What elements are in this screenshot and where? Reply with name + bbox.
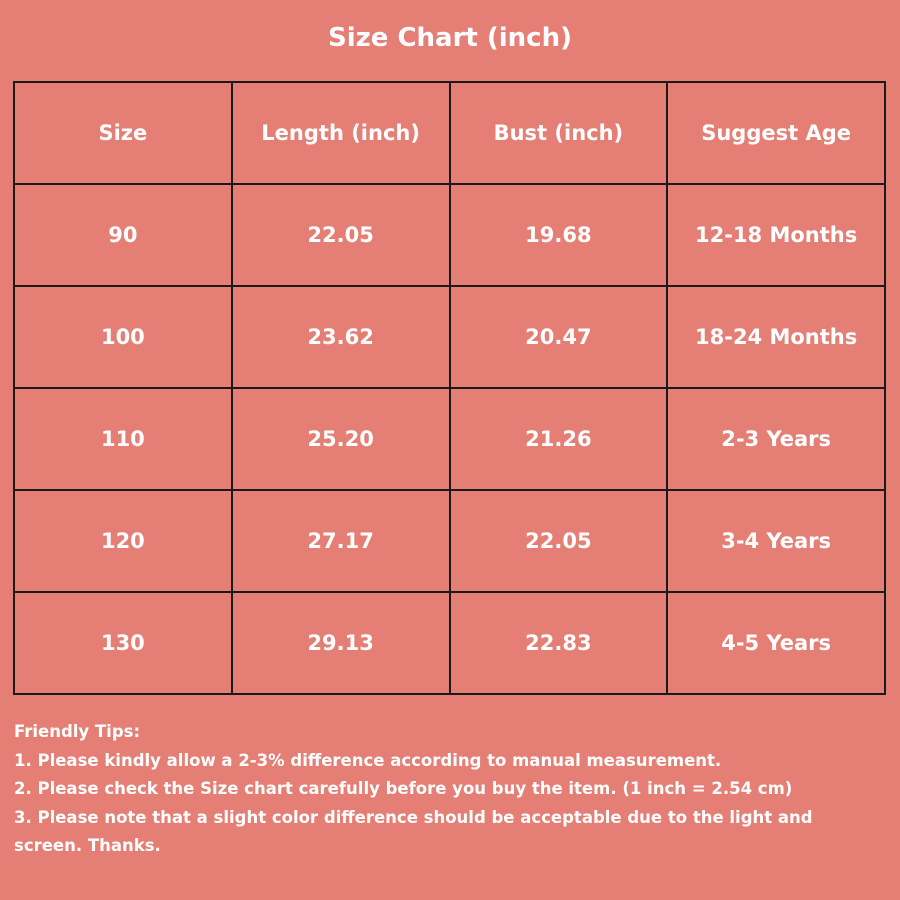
cell-bust: 19.68	[448, 183, 669, 287]
table-row: 90 22.05 19.68 12-18 Months	[13, 183, 886, 287]
friendly-tips: Friendly Tips: 1. Please kindly allow a …	[14, 718, 874, 861]
cell-age: 2-3 Years	[666, 387, 886, 491]
cell-size: 130	[13, 591, 233, 695]
table-header-row: Size Length (inch) Bust (inch) Suggest A…	[13, 81, 886, 185]
cell-length: 23.62	[230, 285, 451, 389]
header-size: Size	[13, 81, 233, 185]
header-suggest-age: Suggest Age	[666, 81, 886, 185]
cell-bust: 22.83	[448, 591, 669, 695]
table-row: 120 27.17 22.05 3-4 Years	[13, 489, 886, 593]
cell-size: 100	[13, 285, 233, 389]
cell-age: 18-24 Months	[666, 285, 886, 389]
tip-item: 2. Please check the Size chart carefully…	[14, 779, 793, 798]
cell-size: 120	[13, 489, 233, 593]
tip-item: 3. Please note that a slight color diffe…	[14, 807, 813, 856]
header-length: Length (inch)	[230, 81, 451, 185]
cell-length: 29.13	[230, 591, 451, 695]
table-row: 130 29.13 22.83 4-5 Years	[13, 591, 886, 695]
cell-bust: 21.26	[448, 387, 669, 491]
cell-size: 90	[13, 183, 233, 287]
table-row: 100 23.62 20.47 18-24 Months	[13, 285, 886, 389]
tip-item: 1. Please kindly allow a 2-3% difference…	[14, 750, 722, 770]
cell-length: 22.05	[230, 183, 451, 287]
cell-length: 27.17	[230, 489, 451, 593]
cell-length: 25.20	[230, 387, 451, 491]
table-row: 110 25.20 21.26 2-3 Years	[13, 387, 886, 491]
page-title: Size Chart (inch)	[327, 23, 572, 53]
tips-heading: Friendly Tips:	[14, 722, 141, 741]
cell-age: 12-18 Months	[666, 183, 886, 287]
cell-age: 4-5 Years	[666, 591, 886, 695]
cell-size: 110	[13, 387, 233, 491]
size-table: Size Length (inch) Bust (inch) Suggest A…	[13, 81, 886, 695]
cell-bust: 20.47	[448, 285, 669, 389]
cell-bust: 22.05	[448, 489, 669, 593]
header-bust: Bust (inch)	[448, 81, 669, 185]
cell-age: 3-4 Years	[666, 489, 886, 593]
